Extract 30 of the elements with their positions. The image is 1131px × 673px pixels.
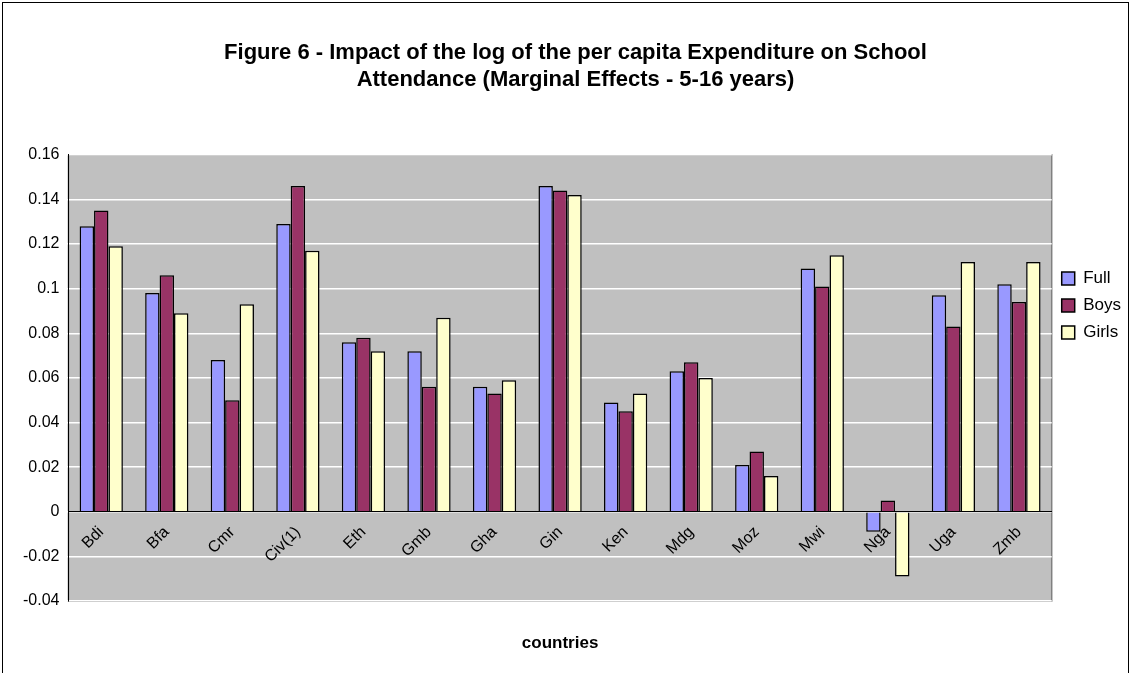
y-tick-label: 0.02 xyxy=(28,457,60,475)
x-axis-title: countries xyxy=(521,632,599,652)
chart-title: Figure 6 - Impact of the log of the per capita Expenditure on School Attendance (Marginal Effects - 5-16 years) xyxy=(224,39,927,91)
y-tick-label: 0 xyxy=(50,502,60,520)
x-tick-label: Zmb xyxy=(989,522,1025,558)
legend-label: Girls xyxy=(1083,322,1119,342)
x-tick-label: Cmr xyxy=(204,522,239,557)
x-tick-label: Moz xyxy=(728,522,762,557)
x-tick-label: Gin xyxy=(535,522,566,553)
y-tick-label: 0.1 xyxy=(37,279,60,297)
y-tick-label: -0.04 xyxy=(23,591,60,609)
x-tick-label: Nga xyxy=(860,522,894,556)
y-tick-label: 0.04 xyxy=(28,412,60,430)
y-tick-label: -0.02 xyxy=(23,546,60,564)
y-tick-label: 0.12 xyxy=(28,234,60,252)
x-tick-label: Uga xyxy=(925,522,959,556)
x-tick-label: Gmb xyxy=(397,522,435,560)
x-tick-label: Bdi xyxy=(78,522,107,552)
x-tick-label: Gha xyxy=(466,522,500,557)
x-tick-label: Mwi xyxy=(795,522,828,555)
y-tick-label: 0.16 xyxy=(28,145,60,163)
x-tick-label: Bfa xyxy=(143,522,173,552)
legend-label: Full xyxy=(1083,268,1111,288)
legend-label: Boys xyxy=(1083,295,1121,315)
x-tick-label: Ken xyxy=(598,522,631,555)
y-tick-label: 0.08 xyxy=(28,323,60,341)
x-tick-label: Mdg xyxy=(662,522,697,557)
x-tick-label: Eth xyxy=(339,522,369,552)
y-tick-label: 0.06 xyxy=(28,368,60,386)
y-tick-label: 0.14 xyxy=(28,189,60,207)
